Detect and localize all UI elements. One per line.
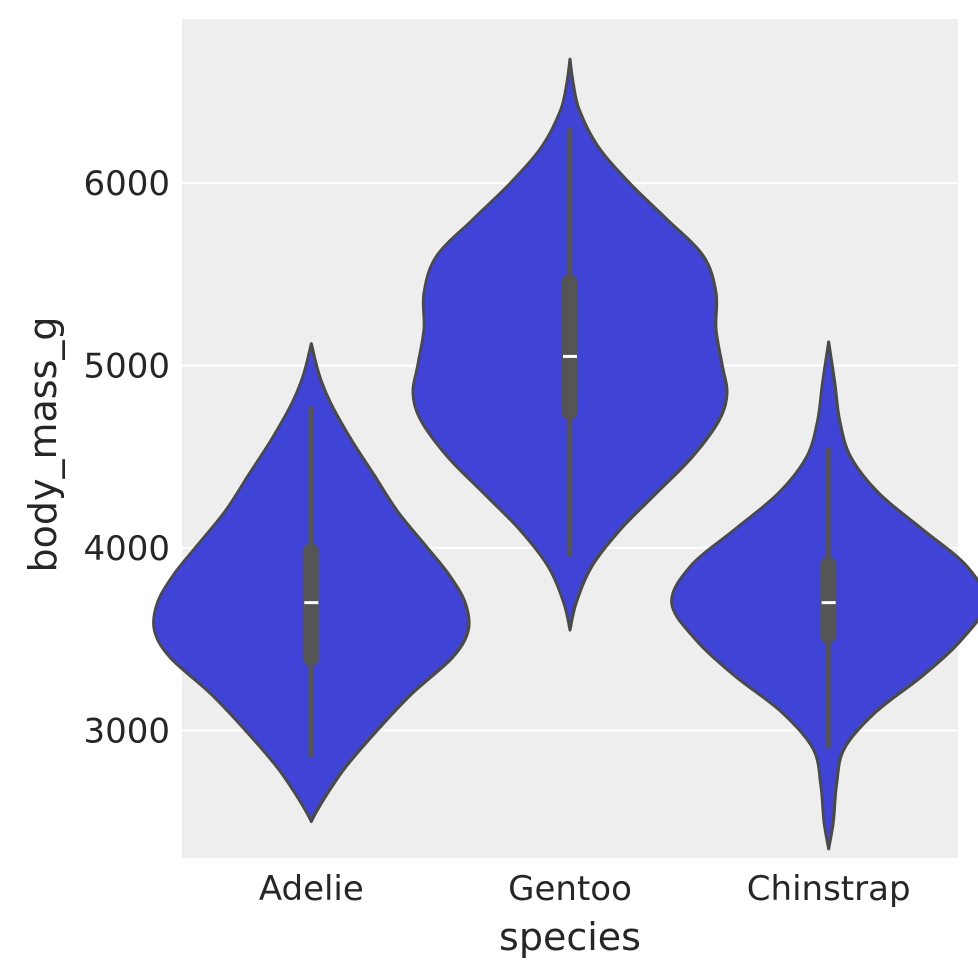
y-tick-label: 6000 — [83, 164, 170, 204]
y-tick-label: 4000 — [83, 529, 170, 569]
x-tick-labels: Adelie Gentoo Chinstrap — [259, 869, 911, 909]
y-tick-label: 3000 — [83, 711, 170, 751]
violin-chinstrap — [670, 340, 978, 851]
violins — [151, 57, 978, 851]
violin-iqr-box — [820, 557, 837, 644]
x-tick-label: Adelie — [259, 869, 364, 909]
y-axis-label: body_mass_g — [21, 317, 65, 573]
x-axis-label: species — [499, 915, 641, 959]
y-tick-label: 5000 — [83, 347, 170, 387]
violin-adelie — [151, 342, 471, 824]
violin-gentoo — [411, 57, 729, 632]
violin-iqr-box — [303, 543, 320, 667]
violin-iqr-box — [562, 274, 578, 421]
y-tick-labels: 3000 4000 5000 6000 — [83, 164, 170, 751]
x-tick-label: Chinstrap — [747, 869, 911, 909]
x-tick-label: Gentoo — [508, 869, 632, 909]
